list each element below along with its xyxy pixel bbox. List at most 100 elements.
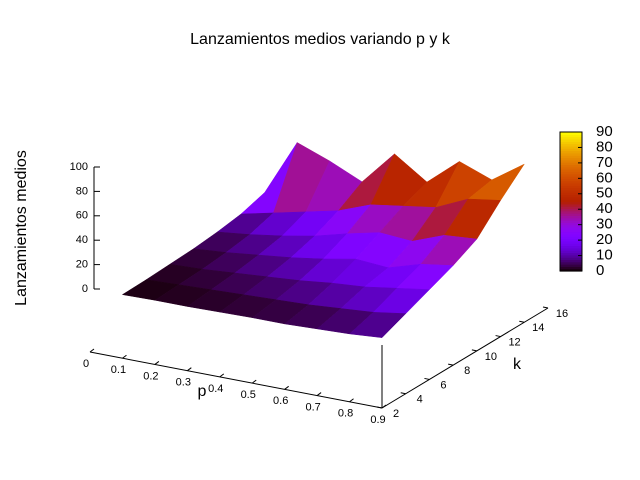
colorbar-step bbox=[560, 185, 582, 189]
colorbar-step bbox=[560, 134, 582, 138]
colorbar-step bbox=[560, 215, 582, 219]
colorbar-step bbox=[560, 213, 582, 216]
colorbar-step bbox=[560, 203, 582, 207]
x-tick bbox=[122, 354, 127, 359]
colorbar-step bbox=[560, 136, 582, 140]
colorbar-step bbox=[560, 243, 582, 247]
z-tick-label: 0 bbox=[82, 283, 88, 295]
x-tick bbox=[187, 367, 192, 372]
colorbar-tick-label: 80 bbox=[596, 138, 613, 155]
colorbar-step bbox=[560, 229, 582, 233]
x-tick-label: 0.9 bbox=[370, 414, 385, 426]
surface-facet bbox=[348, 312, 407, 338]
colorbar-step bbox=[560, 171, 582, 175]
colorbar-step bbox=[560, 254, 582, 258]
colorbar-step bbox=[560, 247, 582, 251]
y-tick bbox=[542, 306, 549, 309]
y-tick-label: 12 bbox=[508, 336, 520, 348]
y-tick-label: 10 bbox=[485, 351, 497, 363]
x-tick-label: 0.1 bbox=[111, 364, 126, 376]
colorbar-tick-label: 70 bbox=[596, 154, 613, 171]
x-tick-label: 0.7 bbox=[305, 401, 320, 413]
colorbar-step bbox=[560, 238, 582, 242]
colorbar-tick-label: 90 bbox=[596, 123, 613, 140]
colorbar-step bbox=[560, 201, 582, 205]
colorbar-step bbox=[560, 138, 582, 142]
colorbar-frame bbox=[559, 131, 583, 272]
x-tick bbox=[381, 404, 387, 409]
y-tick bbox=[424, 377, 430, 380]
y-tick-label: 6 bbox=[440, 379, 446, 391]
colorbar-step bbox=[560, 252, 582, 256]
colorbar-step bbox=[560, 182, 582, 186]
colorbar-step bbox=[560, 141, 582, 145]
colorbar-tick-label: 0 bbox=[596, 262, 604, 279]
colorbar-step bbox=[560, 162, 582, 166]
colorbar-step bbox=[560, 145, 582, 149]
x-tick-label: 0.6 bbox=[273, 395, 288, 407]
colorbar-step bbox=[560, 250, 582, 254]
colorbar-tick-label: 20 bbox=[596, 231, 613, 248]
colorbar-step bbox=[560, 240, 582, 244]
colorbar-tick-label: 40 bbox=[596, 200, 613, 217]
chart-title: Lanzamientos medios variando p y k bbox=[190, 31, 451, 48]
x-tick bbox=[154, 361, 160, 365]
x-tick-label: 0.2 bbox=[143, 370, 158, 382]
x-tick bbox=[349, 398, 354, 403]
y-tick bbox=[519, 320, 525, 323]
y-tick-label: 14 bbox=[532, 322, 544, 334]
colorbar-step bbox=[560, 222, 582, 226]
colorbar-step bbox=[560, 199, 582, 203]
x-tick bbox=[284, 385, 289, 390]
colorbar-step bbox=[560, 264, 582, 267]
x-tick bbox=[89, 348, 95, 353]
colorbar-step bbox=[560, 189, 582, 193]
colorbar-step bbox=[560, 226, 582, 230]
colorbar-tick-label: 60 bbox=[596, 169, 613, 186]
colorbar-step bbox=[560, 259, 582, 263]
y-tick bbox=[448, 363, 454, 366]
colorbar-step bbox=[560, 148, 582, 152]
z-tick-label: 100 bbox=[70, 161, 88, 173]
y-tick-label: 4 bbox=[417, 394, 423, 406]
colorbar-step bbox=[560, 206, 582, 210]
x-tick-label: 0.8 bbox=[338, 408, 353, 420]
y-tick-label: 16 bbox=[556, 308, 568, 320]
x-tick bbox=[219, 373, 225, 378]
colorbar-step bbox=[560, 157, 582, 161]
colorbar-step bbox=[560, 208, 582, 212]
colorbar-step bbox=[560, 217, 582, 221]
colorbar-step bbox=[560, 180, 582, 184]
x-tick-label: 0.4 bbox=[208, 383, 223, 395]
colorbar-step bbox=[560, 236, 582, 240]
x-tick bbox=[316, 392, 322, 396]
colorbar-step bbox=[560, 194, 582, 198]
x-axis-label: p bbox=[198, 383, 207, 400]
y-tick bbox=[471, 349, 477, 352]
z-tick-label: 80 bbox=[76, 185, 88, 197]
y-axis-label: k bbox=[513, 356, 522, 373]
x-tick-label: 0.5 bbox=[241, 389, 256, 401]
x-tick bbox=[251, 379, 257, 384]
colorbar-step bbox=[560, 178, 582, 182]
colorbar-step bbox=[560, 210, 582, 214]
y-axis bbox=[381, 307, 549, 409]
z-tick-label: 60 bbox=[76, 210, 88, 222]
colorbar-tick-label: 50 bbox=[596, 185, 613, 202]
x-axis bbox=[89, 351, 383, 409]
colorbar-step bbox=[560, 266, 582, 270]
colorbar-step bbox=[560, 257, 582, 261]
colorbar-step bbox=[560, 261, 582, 265]
colorbar-tick-label: 10 bbox=[596, 247, 613, 264]
colorbar-step bbox=[560, 231, 582, 235]
colorbar-step bbox=[560, 196, 582, 200]
y-tick-label: 8 bbox=[464, 365, 470, 377]
colorbar-step bbox=[560, 152, 582, 156]
colorbar-step bbox=[560, 143, 582, 147]
colorbar-step bbox=[560, 173, 582, 177]
y-tick-label: 2 bbox=[393, 408, 399, 420]
colorbar-step bbox=[560, 224, 582, 228]
colorbar-step bbox=[560, 150, 582, 154]
colorbar-step bbox=[560, 192, 582, 196]
